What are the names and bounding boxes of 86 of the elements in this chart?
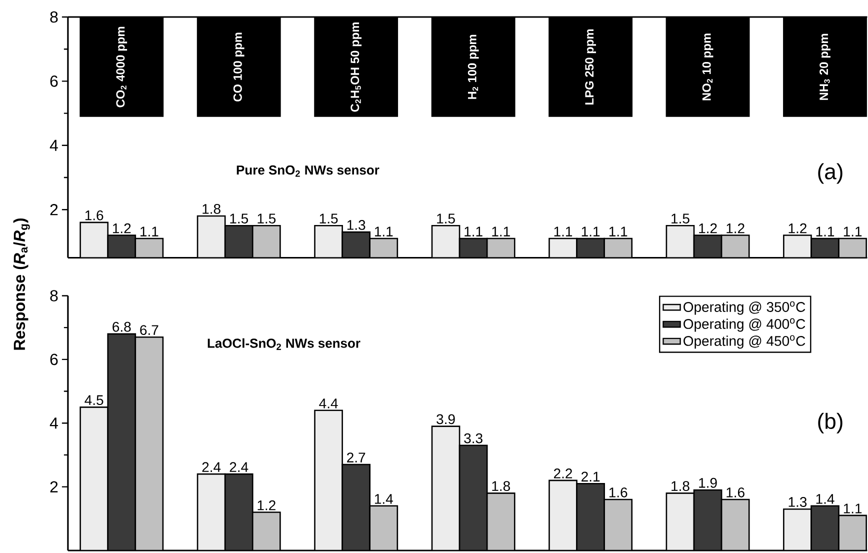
x-tick-label: C$_{2}$H$_{5}$OH 50 ppm bbox=[350, 22, 362, 112]
data-label: 1.8 bbox=[492, 480, 510, 491]
y-tick-label: 4 bbox=[50, 140, 58, 151]
bar bbox=[314, 409, 343, 550]
bar bbox=[224, 473, 254, 550]
y-tick-label: 6 bbox=[50, 75, 58, 87]
data-label: 1.6 bbox=[609, 487, 628, 498]
data-label: 1.1 bbox=[582, 226, 600, 236]
data-label: 1.2 bbox=[258, 500, 276, 510]
y-tick-label: 8 bbox=[50, 11, 58, 22]
bar bbox=[783, 508, 812, 550]
bar bbox=[666, 492, 695, 550]
data-label: 1.9 bbox=[699, 478, 717, 488]
bar bbox=[486, 492, 516, 550]
data-label: 3.9 bbox=[436, 414, 455, 424]
bar bbox=[693, 489, 722, 550]
bar bbox=[134, 336, 164, 550]
data-label: 1.6 bbox=[85, 210, 104, 220]
bar bbox=[720, 498, 750, 550]
data-label: 2.4 bbox=[230, 462, 248, 472]
bar bbox=[342, 464, 371, 550]
data-label: 1.1 bbox=[554, 226, 572, 236]
data-label: 1.4 bbox=[816, 494, 834, 504]
data-label: 1.3 bbox=[347, 220, 366, 230]
y-axis-title: Response (R$_{a}$/R$_{g}$) bbox=[13, 218, 30, 350]
data-label: 4.5 bbox=[84, 395, 104, 405]
data-label: 1.1 bbox=[464, 226, 482, 236]
data-label: 6.7 bbox=[140, 324, 158, 335]
data-label: 1.1 bbox=[140, 226, 158, 236]
data-label: 1.2 bbox=[788, 223, 806, 233]
data-label: 1.5 bbox=[437, 214, 455, 224]
legend-label: Operating @ 450$^{o}$C bbox=[684, 335, 806, 348]
bar bbox=[369, 505, 398, 550]
text: Pure SnO$_{2}$ NWs sensor bbox=[236, 165, 380, 176]
bar bbox=[196, 473, 226, 550]
data-label: 2.4 bbox=[202, 462, 221, 472]
bar bbox=[548, 480, 578, 550]
annotation: (a) bbox=[818, 163, 842, 184]
y-tick-label: 4 bbox=[50, 417, 58, 428]
data-label: 1.1 bbox=[609, 226, 628, 236]
x-tick-label: CO 100 ppm bbox=[233, 32, 244, 102]
bar bbox=[252, 511, 281, 550]
data-label: 1.1 bbox=[844, 503, 862, 514]
x-tick-label: CO$_{2}$ 4000 ppm bbox=[116, 26, 128, 108]
bar bbox=[838, 514, 867, 550]
legend-label: Operating @ 350$^{o}$C bbox=[684, 301, 806, 314]
data-label: 2.2 bbox=[554, 468, 572, 478]
legend-label: Operating @ 400$^{o}$C bbox=[684, 318, 806, 332]
y-tick-label: 8 bbox=[50, 290, 58, 302]
data-label: 2.1 bbox=[582, 471, 600, 482]
bar bbox=[80, 406, 109, 550]
data-label: 1.1 bbox=[816, 226, 834, 236]
x-tick-label: NH$_{3}$ 20 ppm bbox=[820, 34, 830, 100]
data-label: 1.1 bbox=[374, 226, 393, 236]
bar bbox=[604, 498, 633, 550]
data-label: 1.1 bbox=[492, 226, 510, 236]
data-label: 4.4 bbox=[319, 398, 338, 408]
x-tick-label: H$_{2}$ 100 ppm bbox=[468, 34, 479, 99]
y-tick-label: 2 bbox=[50, 204, 58, 215]
bar bbox=[431, 425, 460, 550]
data-label: 1.8 bbox=[672, 480, 690, 491]
bar bbox=[107, 333, 136, 550]
data-label: 1.6 bbox=[726, 487, 744, 498]
data-label: 1.8 bbox=[202, 204, 220, 214]
x-tick-label: NO$_{2}$ 10 ppm bbox=[702, 33, 714, 100]
data-label: 1.2 bbox=[112, 223, 131, 233]
x-tick-label: LPG 250 ppm bbox=[585, 29, 596, 104]
data-label: 6.8 bbox=[112, 322, 131, 332]
data-label: 1.5 bbox=[230, 214, 248, 224]
bar bbox=[576, 482, 605, 550]
bar bbox=[810, 505, 840, 550]
annotation: (b) bbox=[818, 412, 842, 434]
data-label: 1.1 bbox=[844, 226, 862, 236]
y-tick-label: 6 bbox=[50, 354, 58, 365]
data-label: 1.2 bbox=[726, 223, 744, 233]
text: LaOCl-SnO$_{2}$ NWs sensor bbox=[208, 338, 360, 350]
data-label: 1.5 bbox=[672, 214, 690, 224]
y-tick-label: 2 bbox=[50, 480, 58, 492]
data-label: 1.5 bbox=[320, 214, 338, 224]
data-label: 2.7 bbox=[347, 452, 366, 462]
data-label: 1.3 bbox=[788, 496, 807, 507]
data-label: 1.2 bbox=[699, 223, 717, 233]
data-label: 3.3 bbox=[464, 433, 482, 444]
data-label: 1.4 bbox=[374, 494, 393, 504]
data-label: 1.5 bbox=[258, 214, 276, 224]
bar bbox=[458, 444, 488, 550]
